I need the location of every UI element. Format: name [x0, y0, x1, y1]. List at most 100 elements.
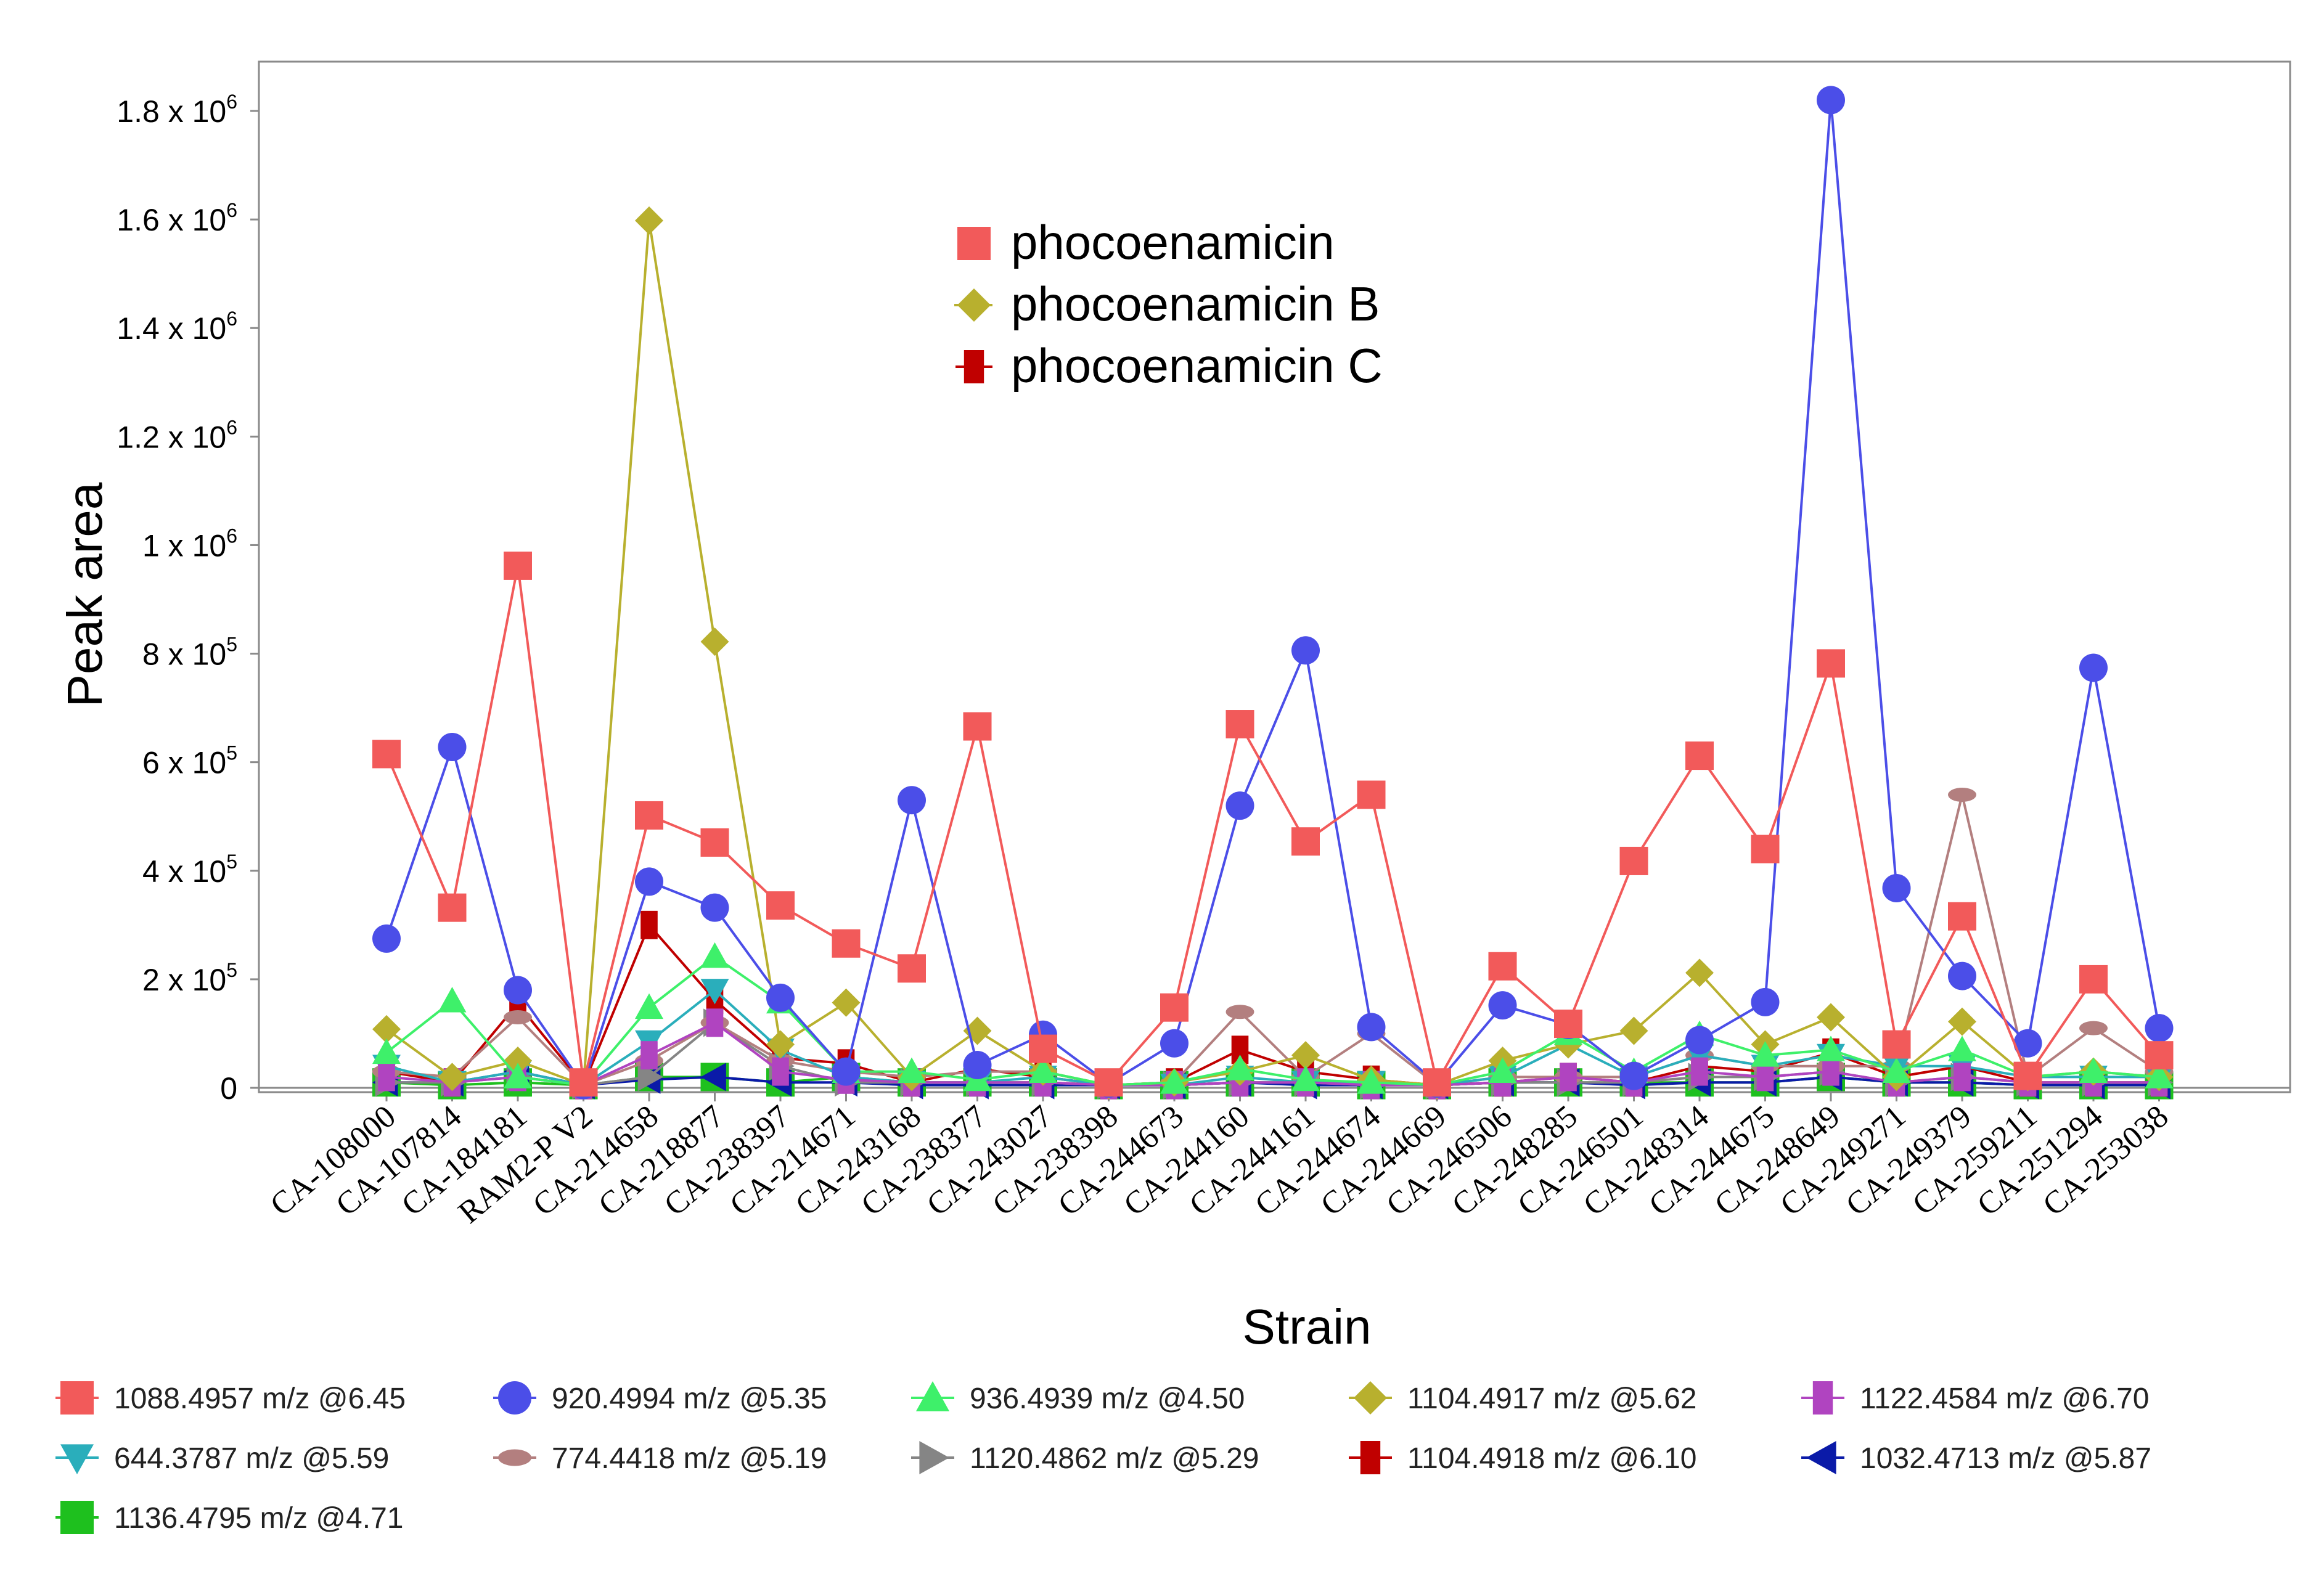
data-point [1882, 1057, 1911, 1083]
legend-marker [919, 1441, 949, 1474]
legend-label: 920.4994 m/z @5.35 [552, 1382, 827, 1415]
data-point [2079, 1057, 2108, 1083]
y-tick-label: 8 x 105 [142, 634, 237, 672]
data-point [372, 924, 401, 953]
data-point [898, 786, 926, 815]
data-point [2079, 965, 2108, 994]
y-tick-label: 1 x 106 [142, 525, 237, 563]
data-point [1948, 1035, 1976, 1061]
data-point [1619, 846, 1648, 875]
legend-label: 1122.4584 m/z @6.70 [1860, 1382, 2149, 1415]
data-point [1488, 991, 1517, 1020]
data-point [1094, 1068, 1123, 1097]
data-point [700, 979, 729, 1005]
legend-label: 1104.4918 m/z @6.10 [1407, 1442, 1696, 1475]
plot-frame [258, 60, 2291, 1093]
data-point [1948, 961, 1976, 990]
data-point [1560, 1063, 1577, 1092]
data-point [1882, 1030, 1911, 1059]
legend-label: 1104.4917 m/z @5.62 [1407, 1382, 1696, 1415]
data-point [1357, 1013, 1386, 1042]
legend-label: 1120.4862 m/z @5.29 [970, 1442, 1259, 1475]
data-point [504, 1063, 532, 1088]
data-point [1291, 1041, 1320, 1070]
data-point [1619, 1061, 1648, 1090]
data-point [2145, 1063, 2174, 1088]
y-tick-label: 1.8 x 106 [117, 91, 237, 129]
legend-marker [498, 1381, 531, 1415]
data-point [700, 1063, 726, 1092]
series-line [386, 923, 2159, 1088]
data-point [832, 929, 861, 958]
data-point [1685, 741, 1714, 770]
data-point [1756, 1063, 1774, 1092]
data-point [1160, 1068, 1189, 1094]
data-point [1357, 1068, 1386, 1094]
y-axis: 0 2 x 105 4 x 105 6 x 105 8 x 105 1 x 106 1.2 … [117, 91, 2290, 1106]
data-point [832, 1057, 861, 1086]
data-point [1029, 1034, 1057, 1063]
legend-marker [60, 1444, 94, 1474]
inset-legend-label: phocoenamicin B [1011, 277, 1380, 331]
data-point [2145, 1041, 2174, 1070]
data-point [1029, 1057, 1057, 1083]
legend-marker [498, 1449, 531, 1466]
data-point [635, 993, 663, 1019]
data-point [1948, 902, 1976, 931]
data-point [1291, 1065, 1320, 1092]
data-point [706, 1008, 724, 1037]
data-point [1817, 1003, 1845, 1032]
data-point [372, 740, 401, 769]
data-point [438, 1063, 467, 1092]
data-point [438, 893, 467, 922]
data-point [1291, 636, 1320, 665]
data-point [1751, 987, 1780, 1016]
inset-legend-item: phocoenamicin B [954, 277, 1380, 331]
data-point [635, 801, 663, 830]
data-point [1817, 649, 1845, 678]
legend-item: 1136.4795 m/z @4.71 [55, 1501, 403, 1535]
series-layer [372, 86, 2174, 1100]
data-point [504, 551, 532, 580]
legend-marker [1354, 1381, 1387, 1415]
data-point [2079, 1021, 2108, 1035]
data-point [1225, 1005, 1254, 1019]
data-point [1954, 1063, 1971, 1092]
inset-legend-marker [957, 288, 991, 322]
series-line [385, 220, 2159, 1087]
data-point [378, 1063, 395, 1092]
data-point [569, 1068, 598, 1097]
data-point [766, 983, 795, 1012]
data-point [1685, 958, 1714, 987]
data-point [1554, 1010, 1582, 1039]
data-point [438, 987, 467, 1013]
data-point [2013, 1029, 2042, 1058]
data-point [1225, 791, 1254, 820]
data-point [1225, 1055, 1254, 1080]
data-point [898, 1057, 926, 1083]
data-point [1357, 780, 1386, 809]
legend-item: 1104.4917 m/z @5.62 [1349, 1381, 1696, 1415]
data-point [1948, 788, 1976, 802]
legend-marker [916, 1381, 949, 1411]
y-tick-label: 1.2 x 106 [117, 416, 237, 454]
inset-legend: phocoenamicin phocoenamicin B phocoenamici… [954, 215, 1383, 393]
y-tick-label: 1.6 x 106 [117, 199, 237, 237]
data-point [504, 976, 532, 1005]
series-1 [372, 551, 2174, 1097]
legend-label: 1088.4957 m/z @6.45 [114, 1382, 406, 1415]
data-point [372, 1014, 401, 1043]
data-point [1291, 827, 1320, 856]
data-point [1423, 1068, 1451, 1097]
data-point [2013, 1061, 2042, 1090]
y-tick-label: 6 x 105 [142, 742, 237, 780]
inset-legend-label: phocoenamicin [1011, 215, 1335, 269]
y-axis-title: Peak area [57, 482, 112, 707]
data-point [1751, 1041, 1780, 1067]
data-point [2145, 1014, 2174, 1043]
legend-label: 774.4418 m/z @5.19 [552, 1442, 827, 1475]
legend-item: 1088.4957 m/z @6.45 [55, 1381, 406, 1415]
data-point [1817, 86, 1845, 115]
